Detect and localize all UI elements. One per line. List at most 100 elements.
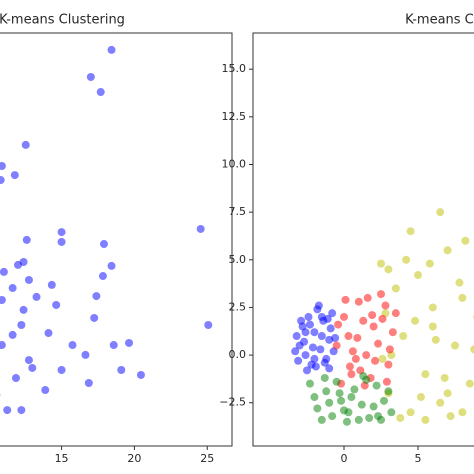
point: [0, 161, 6, 170]
point: [305, 379, 314, 388]
point: [8, 330, 17, 339]
point: [317, 312, 326, 321]
point: [10, 171, 19, 180]
point: [446, 412, 455, 421]
plot-area: [291, 208, 474, 426]
x-tick-label: 5: [415, 452, 422, 465]
point: [342, 417, 351, 426]
point: [381, 301, 390, 310]
point: [384, 265, 393, 274]
point: [14, 260, 23, 269]
point: [359, 316, 368, 325]
point: [341, 295, 350, 304]
x-tick-label: 20: [127, 452, 141, 465]
point: [436, 208, 445, 217]
point: [107, 261, 116, 270]
point: [292, 332, 301, 341]
point: [369, 322, 378, 331]
point: [84, 379, 93, 388]
point: [388, 328, 397, 337]
point: [328, 412, 337, 421]
point: [21, 140, 30, 149]
point: [406, 227, 415, 236]
point: [369, 402, 378, 411]
plot-area: [0, 45, 213, 415]
point: [92, 292, 101, 301]
point: [470, 345, 474, 354]
point: [57, 237, 66, 246]
point: [68, 341, 77, 350]
point: [86, 72, 95, 81]
point: [372, 381, 381, 390]
point: [421, 370, 430, 379]
point: [90, 313, 99, 322]
point: [81, 350, 90, 359]
point: [385, 345, 394, 354]
y-tick-label: 15.0: [222, 62, 247, 75]
point: [384, 360, 393, 369]
point: [0, 267, 8, 276]
point: [431, 335, 440, 344]
point: [353, 333, 362, 342]
point: [384, 387, 393, 396]
point: [96, 88, 105, 97]
point: [52, 300, 61, 309]
point: [136, 370, 145, 379]
point: [17, 320, 26, 329]
point: [363, 293, 372, 302]
point: [24, 275, 33, 284]
x-tick-label: 0: [341, 452, 348, 465]
point: [320, 358, 329, 367]
point: [425, 259, 434, 268]
point: [314, 301, 323, 310]
point: [0, 176, 5, 185]
subplot: K-means Clustering10152025: [0, 13, 233, 465]
point: [399, 332, 408, 341]
point: [294, 356, 303, 365]
point: [458, 293, 467, 302]
point: [402, 255, 411, 264]
point: [325, 398, 334, 407]
point: [465, 379, 474, 388]
point: [371, 356, 380, 365]
x-tick-label: 15: [55, 452, 69, 465]
point: [348, 347, 357, 356]
point: [301, 351, 310, 360]
axes-frame: [252, 32, 474, 447]
point: [47, 280, 56, 289]
point: [310, 328, 319, 337]
point: [378, 314, 387, 323]
y-tick-label: −2.5: [219, 396, 246, 409]
point: [44, 329, 53, 338]
point: [377, 290, 386, 299]
y-tick-label: 10.0: [222, 158, 247, 171]
point: [440, 373, 449, 382]
point: [354, 415, 363, 424]
point: [11, 374, 20, 383]
point: [301, 328, 310, 337]
point: [357, 400, 366, 409]
point: [365, 413, 374, 422]
point: [391, 284, 400, 293]
point: [344, 408, 353, 417]
chart-title: K-means Clustering: [0, 13, 125, 28]
point: [322, 387, 331, 396]
point: [337, 396, 346, 405]
point: [332, 341, 341, 350]
point: [359, 372, 368, 381]
point: [414, 271, 423, 280]
point: [99, 240, 108, 249]
point: [368, 311, 377, 320]
point: [17, 406, 26, 415]
point: [374, 339, 383, 348]
point: [378, 354, 387, 363]
point: [98, 272, 107, 281]
point: [28, 363, 37, 372]
y-tick-label: 12.5: [222, 110, 247, 123]
point: [362, 351, 371, 360]
point: [406, 408, 415, 417]
point: [305, 320, 314, 329]
point: [311, 362, 320, 371]
point: [325, 364, 334, 373]
